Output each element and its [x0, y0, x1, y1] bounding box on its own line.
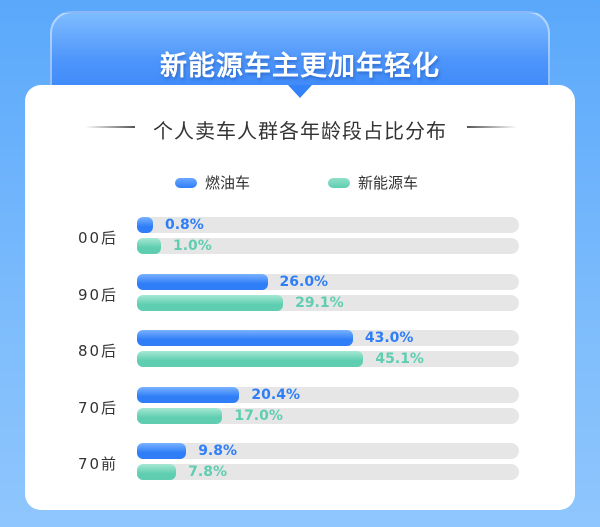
bar-fuel [137, 386, 240, 403]
bar-fuel [137, 443, 187, 459]
bar-fuel [137, 217, 153, 233]
category-label: 90后 [77, 285, 119, 304]
bar-track [137, 217, 519, 233]
bar-ev [137, 238, 161, 254]
data-label: 26.0% [279, 273, 329, 290]
chart-title: 个人卖车人群各年龄段占比分布 [153, 119, 447, 143]
header-title: 新能源车主更加年轻化 [160, 51, 440, 82]
bar-ev [137, 464, 177, 480]
bar-track [137, 464, 519, 480]
category-label: 80后 [77, 342, 119, 360]
bar-fuel [137, 330, 353, 346]
bar-ev [137, 351, 364, 367]
bar-ev [137, 294, 284, 311]
category-label: 70后 [77, 398, 119, 417]
title-divider-right [467, 126, 517, 128]
data-label: 29.1% [295, 294, 344, 311]
category-label: 00后 [77, 229, 119, 247]
data-label: 17.0% [234, 407, 283, 424]
data-label: 7.8% [188, 464, 227, 480]
legend-label: 燃油车 [205, 174, 251, 192]
bar-track [137, 238, 519, 254]
title-divider-left [85, 126, 135, 128]
bar-fuel [137, 273, 268, 290]
data-label: 43.0% [364, 330, 414, 346]
data-label: 0.8% [165, 217, 204, 233]
data-label: 9.8% [198, 443, 238, 459]
legend-swatch [328, 177, 350, 188]
category-label: 70前 [77, 455, 119, 473]
bar-ev [137, 407, 223, 424]
legend-item-fuel: 燃油车 [175, 172, 250, 193]
pointer-triangle [288, 85, 312, 98]
data-label: 45.1% [375, 351, 424, 367]
bar-track [137, 443, 519, 459]
legend-label: 新能源车 [358, 174, 419, 192]
legend-item-ev: 新能源车 [328, 172, 418, 193]
data-label: 20.4% [251, 386, 300, 403]
data-label: 1.0% [173, 238, 212, 254]
legend-swatch [175, 177, 197, 188]
bar-track [137, 407, 519, 424]
